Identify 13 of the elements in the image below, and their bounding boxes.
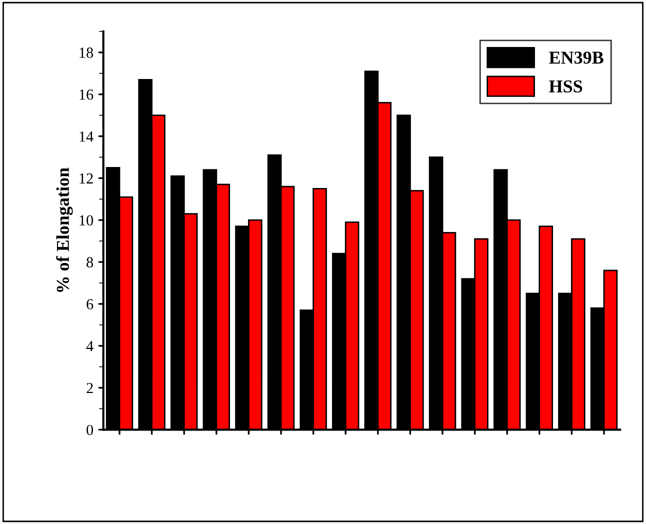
y-tick-label: 0 [86, 424, 94, 436]
y-tick-label: 18 [80, 48, 94, 58]
y-tick-label: 14 [80, 131, 94, 142]
y-tick-label: 10 [80, 215, 94, 226]
y-tick-label: 8 [86, 257, 94, 268]
y-tick-label: 6 [86, 299, 94, 310]
legend-label: HSS [549, 80, 582, 93]
y-axis-title: % of Elongation [56, 168, 73, 292]
legend-label: EN39B [549, 52, 604, 64]
y-tick-label: 12 [80, 173, 93, 184]
y-tick-label: 2 [86, 382, 93, 394]
y-tick-label: 16 [80, 90, 94, 100]
y-tick-label: 4 [86, 341, 94, 352]
